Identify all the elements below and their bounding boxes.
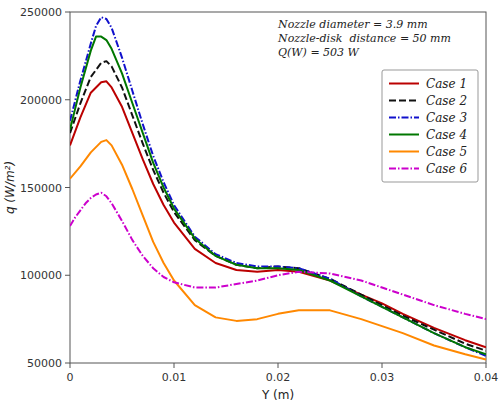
y-tick-label: 100000 (20, 269, 62, 282)
legend-swatch (389, 151, 419, 153)
y-tick-label: 200000 (20, 94, 62, 107)
y-tick (65, 363, 70, 364)
y-axis-label: q (W/m²) (3, 161, 17, 214)
x-tick (382, 363, 383, 368)
y-tick (65, 99, 70, 100)
chart: 0 0.01 0.02 0.03 0.04 50000 100000 150000 200000… (0, 0, 500, 409)
series-line (70, 17, 486, 356)
annotation: Nozzle diameter = 3.9 mmNozzle-disk dist… (277, 18, 451, 59)
y-tick-label: 150000 (20, 182, 62, 195)
x-tick-label: 0.02 (266, 371, 291, 384)
legend-label: Case 1 (426, 77, 467, 91)
legend-label: Case 5 (426, 145, 467, 159)
y-tick-label: 250000 (20, 6, 62, 19)
legend: Case 1 Case 2 Case 3 Case 4 Case 5 Case 6 (382, 70, 478, 182)
x-tick (486, 363, 487, 368)
legend-label: Case 6 (426, 162, 467, 176)
y-tick (65, 275, 70, 276)
legend-swatch (389, 83, 419, 85)
x-tick-label: 0 (67, 371, 74, 384)
plot-frame (70, 12, 486, 363)
x-tick-label: 0.03 (370, 371, 395, 384)
legend-swatch (389, 117, 419, 119)
lines (70, 17, 486, 359)
x-tick (174, 363, 175, 368)
legend-label: Case 2 (426, 94, 467, 108)
x-axis-label: Y (m) (261, 388, 294, 402)
x-tick-label: 0.04 (474, 371, 499, 384)
x-tick (278, 363, 279, 368)
legend-swatch (389, 168, 419, 170)
y-tick (65, 187, 70, 188)
x-tick (70, 363, 71, 368)
x-tick-label: 0.01 (162, 371, 187, 384)
legend-swatch (389, 100, 419, 102)
legend-label: Case 4 (426, 128, 467, 142)
series-line (70, 193, 486, 319)
legend-label: Case 3 (426, 111, 467, 125)
y-tick (65, 12, 70, 13)
y-tick-label: 50000 (27, 357, 62, 370)
legend-swatch (389, 134, 419, 136)
legend-box (382, 70, 478, 182)
series-line (70, 37, 486, 355)
